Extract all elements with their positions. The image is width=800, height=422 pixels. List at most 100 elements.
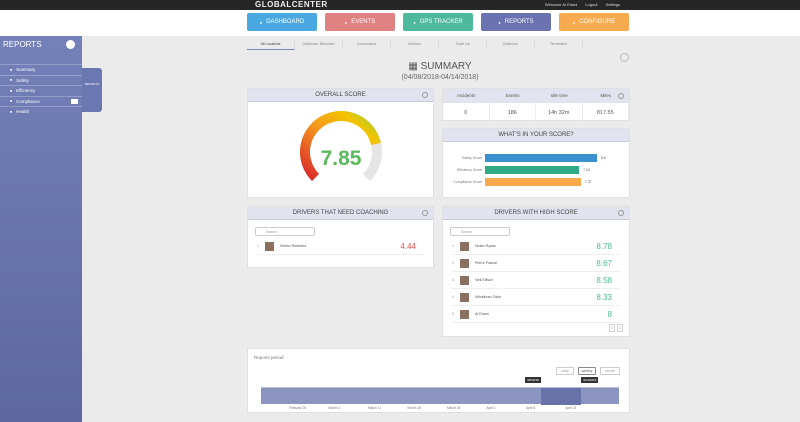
score-bar-row: Safety Score 8.6: [443, 152, 629, 164]
tab-4[interactable]: Trade Up: [439, 38, 487, 50]
weekly-button[interactable]: weekly: [578, 367, 596, 375]
score-bar: [485, 166, 580, 174]
compliance-icon: ■: [10, 99, 13, 104]
dashboard-icon: ●: [259, 19, 263, 25]
sidebar-item-label: Health: [16, 109, 30, 115]
driver-rank: 1: [257, 244, 260, 248]
driver-score: 8.58: [596, 275, 612, 285]
nav-configure[interactable]: ● CONFIGURE: [559, 13, 629, 31]
nav-label: CONFIGURE: [579, 19, 616, 25]
info-icon[interactable]: [422, 210, 428, 216]
efficiency-icon: ■: [10, 88, 13, 93]
configure-icon: ●: [572, 19, 576, 25]
driver-row[interactable]: 5 Al Eriani 8: [452, 306, 620, 323]
page-button[interactable]: 2: [617, 324, 623, 332]
driver-row[interactable]: 1 Stefan Radeska 4.44: [257, 238, 424, 255]
timeline-tick: March 11: [368, 406, 382, 410]
avatar: [460, 241, 469, 251]
driver-row[interactable]: 4 Mihalkesu Ostin 8.33: [452, 289, 620, 306]
bar-label: Safety Score: [461, 156, 482, 160]
avatar: [460, 275, 469, 285]
driver-row[interactable]: 2 Pierre Pascal 8.67: [452, 255, 620, 272]
tab-0[interactable]: All Locations: [247, 38, 295, 50]
reports-period-card: Reports period daily weekly month 4/8/20…: [247, 348, 630, 413]
page-button[interactable]: 1: [609, 324, 615, 332]
compliance-badge: [71, 98, 78, 104]
search-input[interactable]: Search: [450, 227, 510, 236]
sidebar-item-summary[interactable]: ■ Summary: [0, 64, 82, 75]
nav-label: EVENTS: [351, 19, 376, 25]
driver-score: 8.67: [596, 258, 612, 268]
tab-3[interactable]: Vehicles: [391, 38, 439, 50]
nav-dashboard[interactable]: ● DASHBOARD: [247, 13, 317, 31]
sidebar-item-safety[interactable]: ■ Safety: [0, 74, 82, 86]
reports-flyout[interactable]: REPORTS: [82, 68, 102, 112]
nav-reports[interactable]: ● REPORTS: [481, 13, 551, 31]
card-title: WHAT'S IN YOUR SCORE?: [498, 132, 574, 138]
driver-row[interactable]: 3 Neil Ellison 8.58: [452, 272, 620, 289]
selected-range[interactable]: [541, 388, 581, 405]
stat-header: Incidents: [443, 89, 490, 103]
info-icon[interactable]: [422, 92, 428, 98]
tab-1[interactable]: Dalhousie, Beechlee: [295, 38, 343, 50]
timeline-tick: February 26: [289, 406, 307, 410]
date-range: (04/08/2018-04/14/2018): [401, 74, 479, 81]
sidebar-item-health[interactable]: ■ Health: [0, 106, 82, 117]
export-icon[interactable]: [620, 53, 629, 62]
tab-6[interactable]: Terminated: [535, 38, 583, 50]
bar-value: 7.37: [584, 180, 592, 184]
driver-name: Mihalkesu Ostin: [475, 295, 502, 299]
stats-card: Incidents Events Idle time Miles 0 186 14h 32m…: [442, 88, 630, 121]
sidebar: REPORTS ■ Summary ■ Safety ■ Efficiency ■ Compl…: [0, 36, 82, 422]
timeline-bar[interactable]: [261, 387, 619, 405]
avatar: [265, 241, 274, 251]
nav-events[interactable]: ● EVENTS: [325, 13, 395, 31]
settings-link[interactable]: Settings: [605, 2, 620, 7]
info-icon[interactable]: [618, 210, 624, 216]
driver-name: Stefan Radeska: [280, 244, 307, 248]
driver-score: 4.44: [400, 241, 416, 251]
driver-name: Pierre Pascal: [475, 261, 497, 265]
timeline-tick: April 8: [526, 406, 536, 410]
nav-label: GPS TRACKER: [419, 19, 463, 25]
sidebar-item-label: Summary: [16, 67, 36, 73]
score-gauge: 7.85: [300, 111, 382, 181]
card-title: DRIVERS THAT NEED COACHING: [292, 210, 389, 216]
logo: GLOBALCENTER: [255, 0, 328, 9]
logout-link[interactable]: Logout: [585, 2, 598, 7]
bar-label: Efficiency Score: [456, 168, 482, 172]
score-bar-row: Compliance Score 7.37: [443, 176, 629, 188]
top-bar: GLOBALCENTER Welcome Al Eriani Logout Sett…: [0, 0, 800, 10]
driver-score: 8: [607, 309, 612, 319]
reports-logo-icon: [66, 40, 75, 49]
nav-gps-tracker[interactable]: ● GPS TRACKER: [403, 13, 473, 31]
month-button[interactable]: month: [600, 367, 620, 375]
timeline-tick: April 15: [565, 406, 577, 410]
driver-rank: 5: [452, 312, 455, 316]
driver-rank: 4: [452, 295, 455, 299]
sidebar-item-label: Safety: [16, 77, 29, 83]
score-bar-row: Efficiency Score 7.24: [443, 164, 629, 176]
sidebar-item-compliance[interactable]: ■ Compliance: [0, 95, 82, 107]
stat-header: Idle time: [536, 89, 583, 103]
driver-row[interactable]: 1 Nolan Ryass 8.78: [452, 238, 620, 255]
page-title-text: SUMMARY: [420, 61, 472, 72]
sidebar-item-efficiency[interactable]: ■ Efficiency: [0, 85, 82, 96]
stat-value: 186: [490, 103, 536, 121]
stat-header: Events: [489, 89, 536, 103]
tab-5[interactable]: Business: [487, 38, 535, 50]
stat-header: Miles: [582, 89, 629, 103]
search-input[interactable]: Search: [255, 227, 315, 236]
info-icon[interactable]: [618, 93, 624, 99]
health-icon: ■: [10, 109, 13, 114]
stat-value: 14h 32m: [536, 103, 583, 121]
sidebar-item-label: Compliance: [16, 98, 40, 104]
driver-name: Al Eriani: [475, 312, 489, 316]
reports-icon: ●: [498, 19, 501, 25]
daily-button[interactable]: daily: [556, 367, 574, 375]
tab-2[interactable]: Connections: [343, 38, 391, 50]
nav-label: REPORTS: [504, 19, 534, 25]
safety-icon: ■: [10, 78, 13, 83]
score-breakdown-card: WHAT'S IN YOUR SCORE? Safety Score 8.6 Eff…: [442, 128, 630, 198]
timeline-tick: March 18: [407, 406, 421, 410]
